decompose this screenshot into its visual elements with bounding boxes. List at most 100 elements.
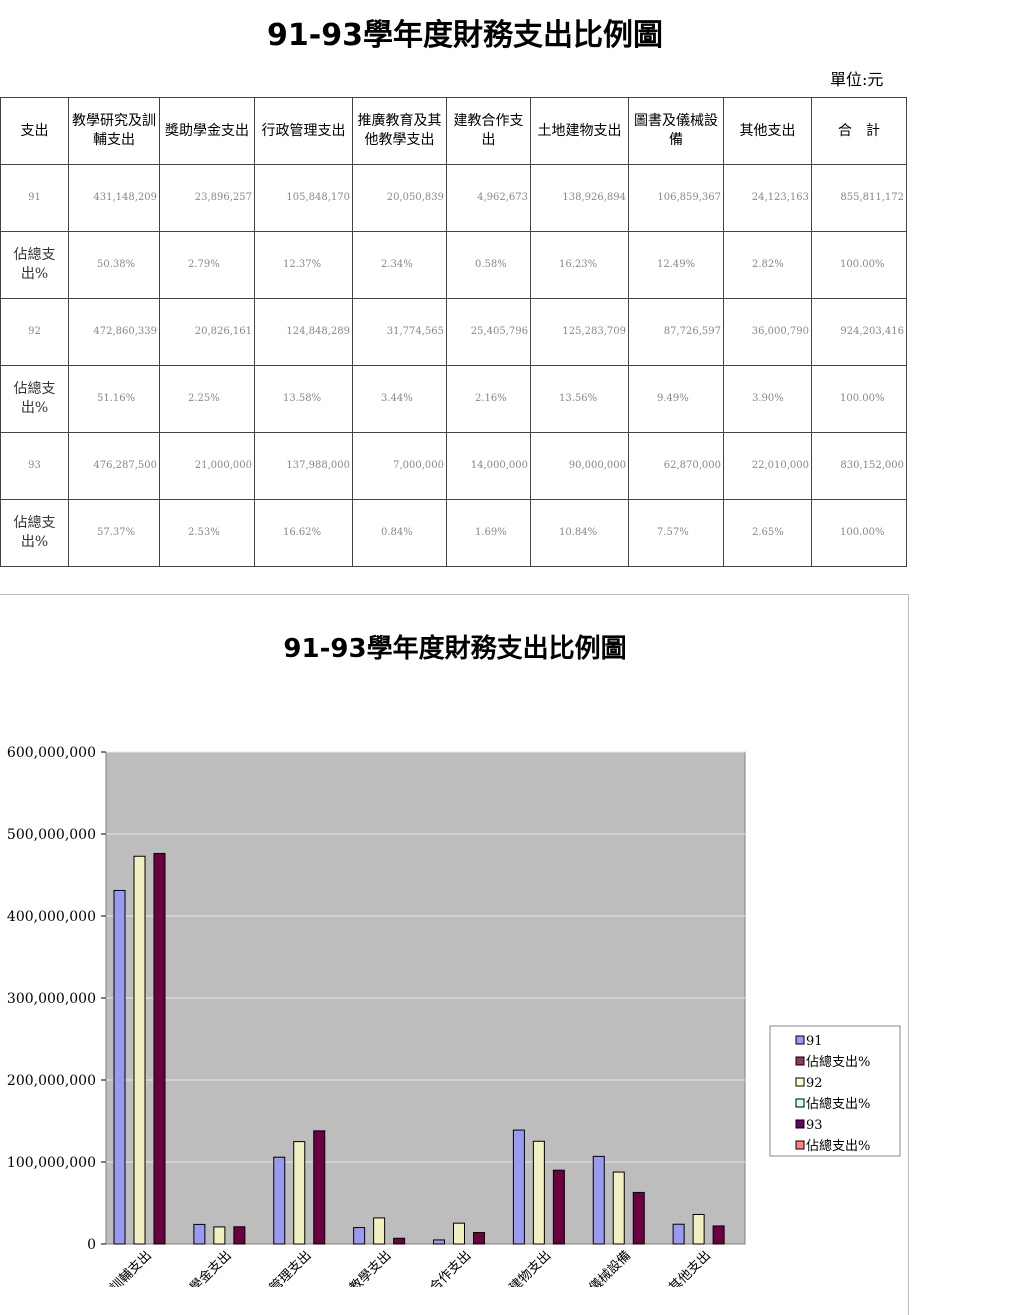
bar-93 — [233, 1226, 246, 1245]
x-tick-label: 儀械設備 — [586, 1248, 634, 1287]
unit-label: 單位:元 — [830, 70, 884, 89]
table-cell: 855,811,172 — [811, 164, 907, 232]
x-tick-label: 合作支出 — [427, 1248, 474, 1287]
bar-92 — [293, 1141, 306, 1245]
table-cell: 7,000,000 — [352, 432, 447, 500]
table-cell: 51.16% — [68, 365, 160, 433]
table-row: 佔總支出% 51.16% 2.25% 13.58% 3.44% 2.16% 13.56% 9.… — [0, 365, 907, 433]
legend-swatch — [795, 1056, 805, 1066]
legend-swatch — [795, 1077, 805, 1087]
bar-92 — [612, 1171, 625, 1245]
table-cell: 10.84% — [530, 499, 629, 567]
bar-91 — [193, 1223, 206, 1245]
row-label: 佔總支出% — [0, 231, 69, 299]
table-row: 93 476,287,500 21,000,000 137,988,000 7,000,… — [0, 432, 907, 500]
finance-table: 支出 教學研究及訓輔支出 獎助學金支出 行政管理支出 推廣教育及其他教學支出 建教合作支出… — [0, 97, 907, 567]
bar-93 — [473, 1232, 485, 1245]
table-cell: 16.23% — [530, 231, 629, 299]
legend-box — [769, 1025, 901, 1157]
bar-92 — [213, 1226, 226, 1245]
legend-label: 佔總支出% — [806, 1096, 870, 1112]
chart-title: 91-93學年度財務支出比例圖 — [283, 634, 627, 664]
table-cell: 100.00% — [811, 499, 907, 567]
table-cell: 100.00% — [811, 231, 907, 299]
table-cell: 2.16% — [446, 365, 531, 433]
bar-93 — [632, 1191, 645, 1245]
table-cell: 25,405,796 — [446, 298, 531, 366]
bar-93 — [313, 1130, 326, 1245]
table-cell: 31,774,565 — [352, 298, 447, 366]
bar-91 — [353, 1227, 366, 1245]
bar-92 — [692, 1213, 705, 1245]
table-cell: 476,287,500 — [68, 432, 160, 500]
legend-label: 92 — [806, 1076, 823, 1091]
table-cell: 9.49% — [628, 365, 724, 433]
table-header-cell: 土地建物支出 — [530, 97, 629, 165]
legend-label: 93 — [806, 1118, 823, 1133]
table-cell: 137,988,000 — [254, 432, 353, 500]
x-tick-label: 教學支出 — [346, 1248, 394, 1287]
bar-93 — [712, 1225, 725, 1245]
x-tick-label: 其他支出 — [667, 1248, 714, 1287]
table-header-cell: 圖書及儀械設備 — [628, 97, 724, 165]
row-label: 佔總支出% — [0, 499, 69, 567]
y-tick-label: 400,000,000 — [7, 909, 96, 925]
y-tick-label: 600,000,000 — [7, 745, 96, 761]
table-cell: 12.37% — [254, 231, 353, 299]
legend-label: 91 — [806, 1034, 823, 1049]
legend-swatch — [795, 1035, 805, 1045]
table-row: 佔總支出% 50.38% 2.79% 12.37% 2.34% 0.58% 16.23% 12… — [0, 231, 907, 299]
bar-91 — [672, 1223, 685, 1245]
x-tick-label: 管理支出 — [267, 1248, 314, 1287]
table-cell: 90,000,000 — [530, 432, 629, 500]
legend-swatch — [795, 1140, 805, 1150]
table-cell: 14,000,000 — [446, 432, 531, 500]
table-cell: 924,203,416 — [811, 298, 907, 366]
table-row: 91 431,148,209 23,896,257 105,848,170 20,050… — [0, 164, 907, 232]
table-cell: 830,152,000 — [811, 432, 907, 500]
bar-93 — [153, 852, 166, 1245]
bar-chart: 0 100,000,000 200,000,000 300,000,000 400,00… — [7, 745, 901, 1287]
table-cell: 13.58% — [254, 365, 353, 433]
table-cell: 0.58% — [446, 231, 531, 299]
table-cell: 21,000,000 — [159, 432, 255, 500]
chart-frame — [0, 594, 909, 1315]
y-tick-label: 100,000,000 — [7, 1155, 96, 1171]
table-cell: 105,848,170 — [254, 164, 353, 232]
x-tick-label: 建物支出 — [507, 1248, 554, 1287]
table-cell: 23,896,257 — [159, 164, 255, 232]
table-cell: 36,000,790 — [723, 298, 812, 366]
y-tick-label: 500,000,000 — [7, 827, 96, 843]
bar-93 — [552, 1169, 565, 1245]
table-header-cell: 合 計 — [811, 97, 907, 165]
y-tick-label: 0 — [87, 1237, 96, 1253]
x-tick-label: 學金支出 — [187, 1248, 235, 1287]
x-tick-label: 訓輔支出 — [107, 1248, 155, 1287]
table-cell: 2.53% — [159, 499, 255, 567]
table-cell: 2.65% — [723, 499, 812, 567]
table-header-cell: 行政管理支出 — [254, 97, 353, 165]
legend-swatch — [795, 1098, 805, 1108]
bar-91 — [512, 1129, 525, 1245]
table-cell: 20,050,839 — [352, 164, 447, 232]
table-header-cell: 推廣教育及其他教學支出 — [352, 97, 447, 165]
table-cell: 2.79% — [159, 231, 255, 299]
bar-91 — [113, 889, 126, 1245]
table-cell: 7.57% — [628, 499, 724, 567]
bar-91 — [592, 1155, 605, 1245]
table-cell: 4,962,673 — [446, 164, 531, 232]
bar-92 — [532, 1140, 545, 1245]
bar-91 — [433, 1239, 445, 1245]
legend-label: 佔總支出% — [806, 1138, 870, 1154]
table-header-row: 支出 教學研究及訓輔支出 獎助學金支出 行政管理支出 推廣教育及其他教學支出 建教合作支出… — [0, 97, 907, 165]
table-cell: 2.82% — [723, 231, 812, 299]
bar-93 — [393, 1237, 406, 1245]
legend-swatch — [795, 1119, 805, 1129]
table-cell: 16.62% — [254, 499, 353, 567]
bar-92 — [453, 1222, 465, 1245]
table-cell: 62,870,000 — [628, 432, 724, 500]
table-cell: 125,283,709 — [530, 298, 629, 366]
table-cell: 3.90% — [723, 365, 812, 433]
page-title: 91-93學年度財務支出比例圖 — [267, 18, 663, 53]
y-tick-label: 300,000,000 — [7, 991, 96, 1007]
